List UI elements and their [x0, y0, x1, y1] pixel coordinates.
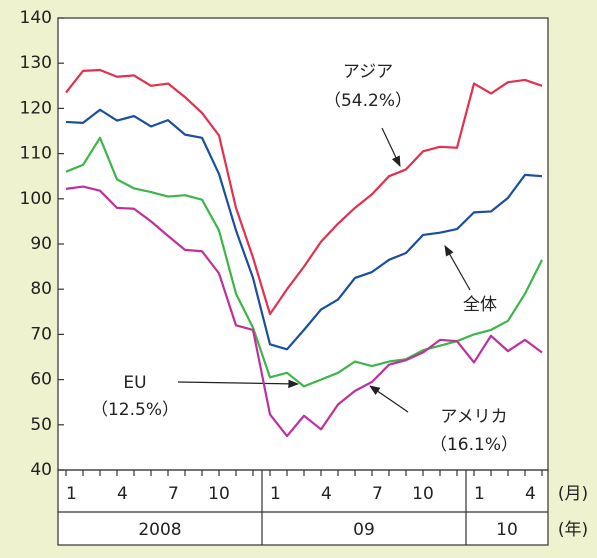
annotation-arrows: [177, 127, 471, 413]
arrow: [177, 379, 300, 389]
y-tick-label: 110: [20, 144, 52, 164]
annotation: アジア: [343, 62, 393, 82]
x-tick-label: 1: [270, 484, 281, 504]
x-tick-label: 4: [525, 484, 536, 504]
y-tick-label: 140: [20, 8, 52, 28]
x-tick-label: 4: [321, 484, 332, 504]
series-line: [65, 185, 543, 438]
x-tick-label: 10: [412, 484, 434, 504]
plot-area: [58, 18, 548, 545]
y-tick-label: 60: [30, 370, 52, 390]
series-line: [65, 136, 543, 388]
annotation: 全体: [463, 295, 497, 315]
arrow: [444, 245, 471, 291]
y-tick-label: 50: [30, 415, 52, 435]
x-tick-label: 1: [474, 484, 485, 504]
arrow: [381, 127, 401, 167]
y-tick-label: 130: [20, 53, 52, 73]
y-tick-label: 100: [20, 189, 52, 209]
x-tick-label: 7: [168, 484, 179, 504]
y-tick-label: 70: [30, 324, 52, 344]
x-unit: (月): [558, 484, 588, 504]
arrow: [369, 385, 409, 413]
x-tick-label: 7: [372, 484, 383, 504]
annotation: （12.5%）: [91, 400, 179, 420]
series-line: [65, 68, 543, 316]
x-tick-label: 4: [117, 484, 128, 504]
x-tick-label: 1: [66, 484, 77, 504]
annotation: （54.2%）: [324, 91, 412, 111]
year-label: 09: [353, 520, 375, 540]
year-unit: (年): [558, 520, 588, 540]
y-tick-label: 80: [30, 279, 52, 299]
year-label: 10: [496, 520, 518, 540]
year-label: 2008: [138, 520, 181, 540]
y-tick-label: 120: [20, 98, 52, 118]
y-tick-label: 40: [30, 460, 52, 480]
annotation: アメリカ: [440, 407, 507, 427]
annotation: EU: [123, 373, 146, 393]
annotation: （16.1%）: [430, 435, 518, 455]
x-tick-label: 10: [208, 484, 230, 504]
x-table-frame: [57, 469, 549, 546]
series-line: [65, 108, 543, 351]
y-tick-label: 90: [30, 234, 52, 254]
